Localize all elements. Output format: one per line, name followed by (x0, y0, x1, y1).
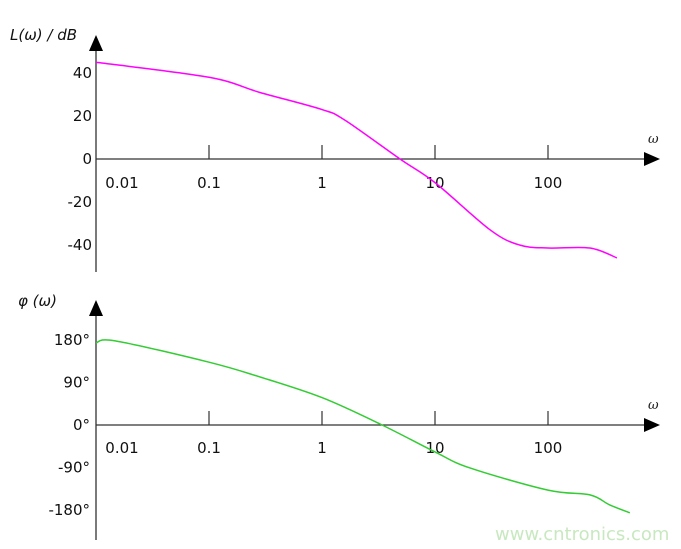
x-tick-label: 100 (534, 174, 563, 192)
phase-plot: φ (ω) ω 0.01 0.1 1 10 100 180° 90° 0° -90° -180° (18, 292, 660, 540)
x-tick-label: 0.01 (105, 174, 138, 192)
y-axis-title: φ (ω) (18, 292, 57, 310)
watermark: www.cntronics.com (495, 524, 669, 545)
x-tick-label: 100 (534, 439, 563, 457)
x-tick-label: 0.1 (197, 439, 221, 457)
y-tick-label: 0° (73, 416, 90, 434)
x-axis-title: ω (648, 398, 659, 413)
magnitude-curve (95, 61, 618, 259)
x-tick-label: 1 (317, 174, 327, 192)
y-tick-label: 90° (63, 374, 90, 392)
y-tick-label: 180° (54, 331, 90, 349)
y-tick-label: -40 (68, 236, 93, 254)
x-tick-label: 10 (425, 439, 444, 457)
x-tick-label: 1 (317, 439, 327, 457)
y-axis-arrow (89, 35, 103, 51)
y-tick-label: 20 (73, 107, 92, 125)
y-tick-label: -90° (58, 458, 90, 476)
x-tick-label: 0.1 (197, 174, 221, 192)
x-axis-arrow (644, 418, 660, 432)
y-axis-title: L(ω) / dB (10, 26, 77, 44)
x-axis-title: ω (648, 132, 659, 147)
y-axis-arrow (89, 300, 103, 316)
x-tick-label: 0.01 (105, 439, 138, 457)
phase-curve (95, 339, 631, 514)
x-axis-arrow (644, 152, 660, 166)
y-tick-label: 0 (82, 150, 92, 168)
y-tick-label: -180° (48, 501, 90, 519)
y-tick-label: 40 (73, 64, 92, 82)
y-tick-label: -20 (68, 193, 93, 211)
